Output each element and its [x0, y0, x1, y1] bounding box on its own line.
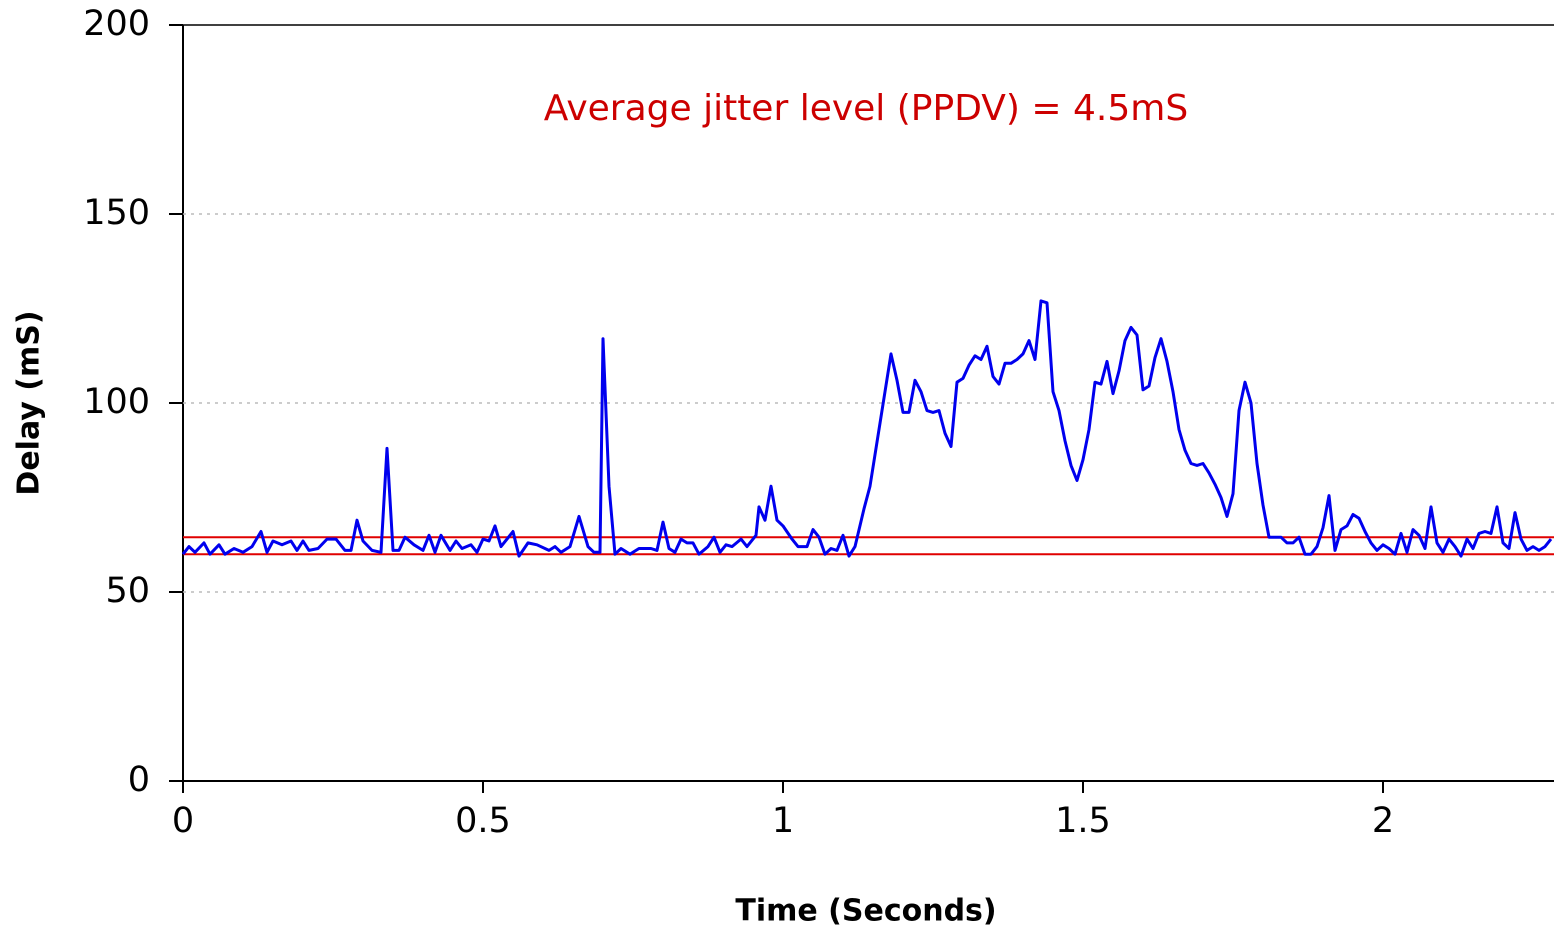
x-tick-label: 1.5 — [1055, 801, 1111, 841]
x-tick-label: 0 — [172, 801, 194, 841]
x-tick-label: 1 — [772, 801, 794, 841]
y-axis-label: Delay (mS) — [12, 310, 47, 495]
y-tick-label: 150 — [83, 193, 150, 233]
y-tick-label: 200 — [83, 4, 150, 44]
x-tick-label: 0.5 — [455, 801, 511, 841]
annotation: Average jitter level (PPDV) = 4.5mS — [544, 88, 1188, 129]
x-tick-label: 2 — [1372, 801, 1394, 841]
data-line — [181, 299, 1553, 558]
y-tick-label: 0 — [128, 760, 150, 800]
y-tick-label: 100 — [83, 382, 150, 422]
y-tick-label: 50 — [105, 571, 150, 611]
x-axis-label: Time (Seconds) — [735, 894, 996, 929]
